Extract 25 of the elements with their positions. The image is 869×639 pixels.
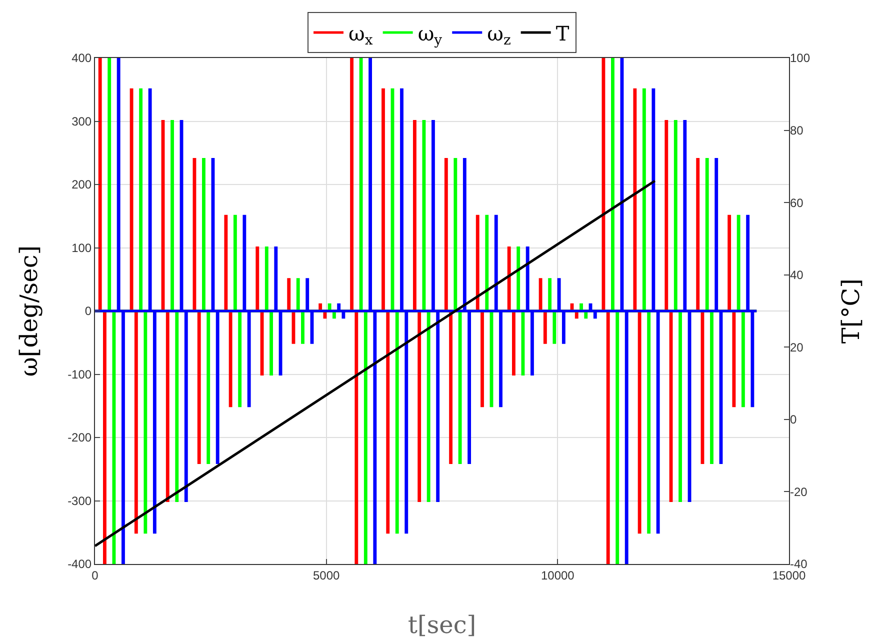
x-tick-label: 10000 — [540, 568, 575, 582]
y-tick-label: -100 — [68, 367, 92, 382]
y2-tick-label: 20 — [790, 340, 804, 354]
y2-tick-label: 40 — [790, 268, 804, 282]
y2-tick-label: 80 — [790, 123, 804, 138]
legend-label: ω$_{z}$ — [487, 21, 511, 48]
y-tick-label: 300 — [72, 114, 92, 128]
y-tick-label: -300 — [68, 494, 92, 508]
x-tick-label: 5000 — [312, 568, 340, 582]
y-tick-label: -200 — [68, 430, 92, 445]
legend-label: ω$_{x}$ — [348, 21, 373, 48]
y-tick-label: 0 — [84, 304, 92, 318]
legend-label: T — [556, 21, 570, 46]
y2-axis-title: T[°C] — [837, 278, 865, 344]
y-axis-title: ω[deg/sec] — [15, 245, 43, 377]
y-tick-label: 200 — [72, 178, 92, 192]
y-tick-label: -400 — [68, 557, 92, 572]
y2-tick-label: 60 — [790, 196, 804, 210]
y-tick-label: 100 — [72, 240, 92, 255]
legend-label: ω$_{y}$ — [418, 21, 442, 48]
y-tick-label: 400 — [72, 51, 92, 66]
y2-tick-label: 0 — [790, 412, 797, 427]
x-axis-title: t[sec] — [408, 611, 476, 639]
y2-tick-label: 100 — [790, 51, 810, 66]
y2-tick-label: -20 — [790, 484, 808, 499]
